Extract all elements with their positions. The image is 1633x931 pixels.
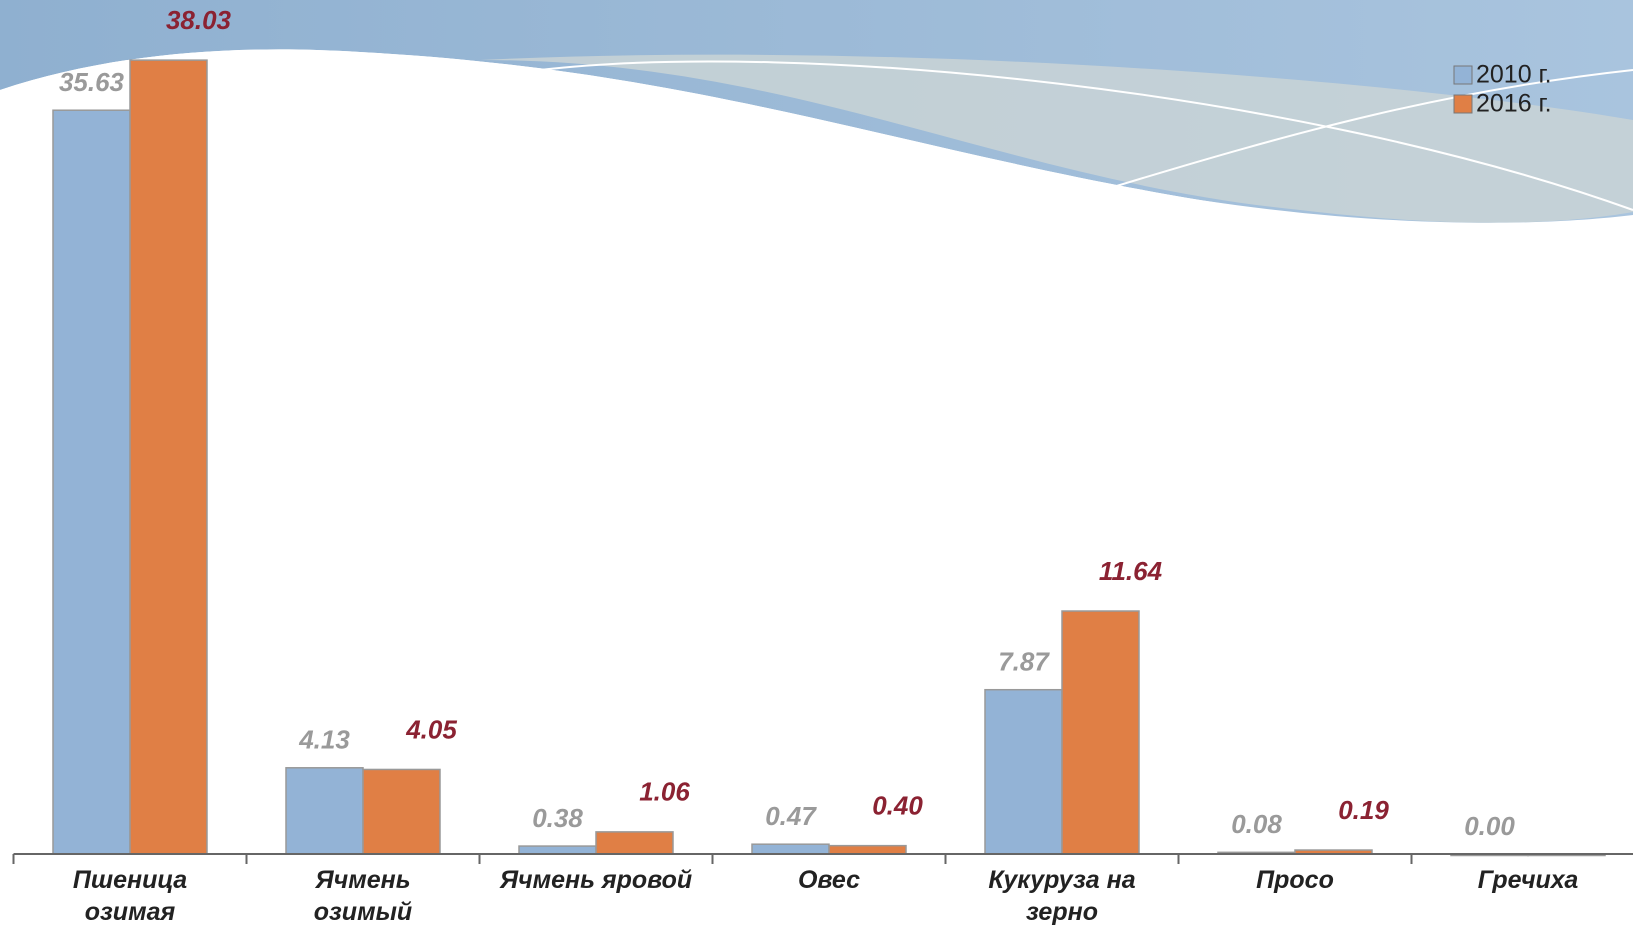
value-label: 1.06 bbox=[639, 777, 690, 807]
bar bbox=[286, 768, 363, 854]
chart: 35.63 4.13 0.38 0.47 7.87 0.08 0.00 38.03 4.05 1.… bbox=[0, 0, 1633, 931]
value-label: 0.00 bbox=[1464, 811, 1515, 841]
x-tick-label: Пшеница озимая bbox=[14, 864, 247, 928]
bar bbox=[596, 832, 673, 854]
value-label: 0.38 bbox=[532, 803, 583, 833]
value-label: 4.05 bbox=[405, 714, 457, 744]
bar bbox=[363, 769, 440, 854]
x-tick-label: Гречиха bbox=[1412, 864, 1633, 896]
value-label: 0.08 bbox=[1231, 809, 1282, 839]
bar bbox=[985, 690, 1062, 854]
background-wave bbox=[0, 0, 1633, 931]
x-tick-label: Кукуруза на зерно bbox=[946, 864, 1179, 928]
value-label: 4.13 bbox=[298, 725, 350, 755]
value-label: 0.47 bbox=[765, 801, 817, 831]
bar bbox=[752, 844, 829, 854]
bar bbox=[519, 846, 596, 854]
bar bbox=[1062, 611, 1139, 854]
x-tick-label: Просо bbox=[1179, 864, 1412, 896]
bar bbox=[130, 60, 207, 854]
value-label: 35.63 bbox=[59, 67, 125, 97]
bar bbox=[53, 110, 130, 854]
legend-swatch bbox=[1454, 95, 1472, 113]
value-label: 0.40 bbox=[872, 791, 923, 821]
x-tick-label: Ячмень яровой bbox=[480, 864, 713, 896]
x-tick-label: Ячмень озимый bbox=[247, 864, 480, 928]
bar bbox=[829, 846, 906, 854]
value-label: 38.03 bbox=[166, 5, 232, 35]
page: 35.63 4.13 0.38 0.47 7.87 0.08 0.00 38.03 4.05 1.… bbox=[0, 0, 1633, 931]
legend-label: 2010 г. bbox=[1476, 61, 1552, 89]
legend-label: 2016 г. bbox=[1476, 90, 1552, 118]
legend-swatch bbox=[1454, 66, 1472, 84]
x-tick-label: Овес bbox=[713, 864, 946, 896]
value-label: 7.87 bbox=[998, 647, 1050, 677]
value-label: 11.64 bbox=[1099, 556, 1163, 586]
value-label: 0.19 bbox=[1338, 795, 1389, 825]
